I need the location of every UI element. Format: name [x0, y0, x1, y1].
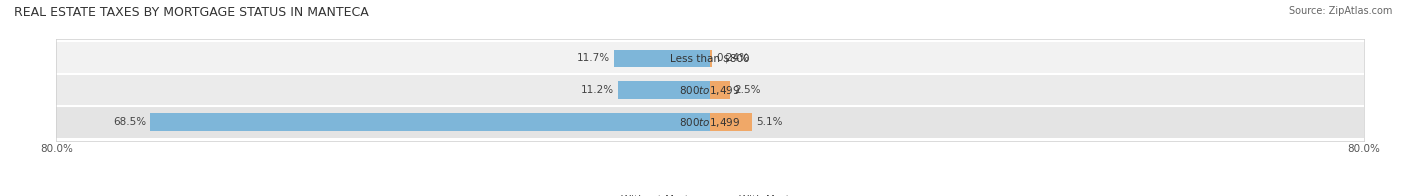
Bar — [150, 113, 710, 131]
Bar — [710, 81, 731, 99]
Text: 0.24%: 0.24% — [716, 53, 749, 63]
Text: 11.7%: 11.7% — [578, 53, 610, 63]
Text: $800 to $1,499: $800 to $1,499 — [679, 84, 741, 97]
Text: $800 to $1,499: $800 to $1,499 — [679, 115, 741, 129]
Text: 2.5%: 2.5% — [734, 85, 761, 95]
Text: Source: ZipAtlas.com: Source: ZipAtlas.com — [1288, 6, 1392, 16]
Bar — [710, 113, 752, 131]
Bar — [619, 81, 710, 99]
Legend: Without Mortgage, With Mortgage: Without Mortgage, With Mortgage — [600, 191, 820, 196]
Text: 68.5%: 68.5% — [112, 117, 146, 127]
Bar — [56, 106, 1364, 138]
Text: 5.1%: 5.1% — [756, 117, 782, 127]
Bar — [56, 42, 1364, 74]
Bar — [614, 50, 710, 67]
Text: REAL ESTATE TAXES BY MORTGAGE STATUS IN MANTECA: REAL ESTATE TAXES BY MORTGAGE STATUS IN … — [14, 6, 368, 19]
Bar — [56, 74, 1364, 106]
Text: Less than $800: Less than $800 — [671, 53, 749, 63]
Bar — [710, 50, 711, 67]
Text: 11.2%: 11.2% — [581, 85, 614, 95]
